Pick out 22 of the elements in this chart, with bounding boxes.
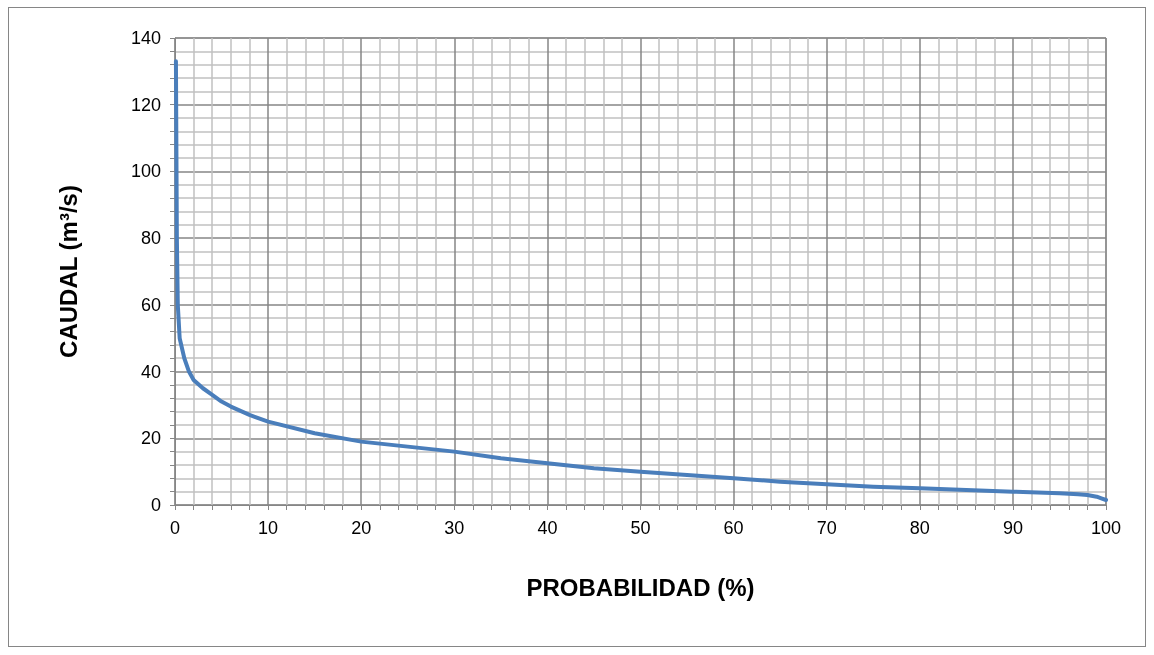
x-tick-label: 80 bbox=[909, 518, 930, 538]
x-tick-label: 70 bbox=[816, 518, 837, 538]
x-tick-label: 10 bbox=[258, 518, 279, 538]
x-axis-title: PROBABILIDAD (%) bbox=[526, 573, 755, 601]
x-tick-label: 30 bbox=[444, 518, 465, 538]
y-axis-title: CAUDAL (m³/s) bbox=[54, 185, 82, 358]
line-series bbox=[173, 59, 1108, 502]
y-tick-label: 0 bbox=[150, 495, 161, 515]
x-tick-label: 0 bbox=[169, 518, 181, 538]
y-tick-label: 140 bbox=[130, 28, 161, 48]
y-tick-label: 40 bbox=[140, 361, 161, 382]
y-tick-label: 80 bbox=[140, 228, 161, 249]
x-tick-label: 60 bbox=[723, 518, 744, 538]
x-tick-label: 40 bbox=[537, 518, 558, 538]
y-tick-label: 20 bbox=[140, 428, 161, 449]
x-tick-label: 100 bbox=[1090, 518, 1122, 538]
y-tick-label: 120 bbox=[130, 94, 161, 115]
y-tick-label: 100 bbox=[130, 161, 161, 182]
x-tick-label: 50 bbox=[630, 518, 651, 538]
x-tick-label: 20 bbox=[351, 518, 372, 538]
x-tick-label: 90 bbox=[1002, 518, 1023, 538]
y-tick-label: 60 bbox=[140, 294, 161, 315]
